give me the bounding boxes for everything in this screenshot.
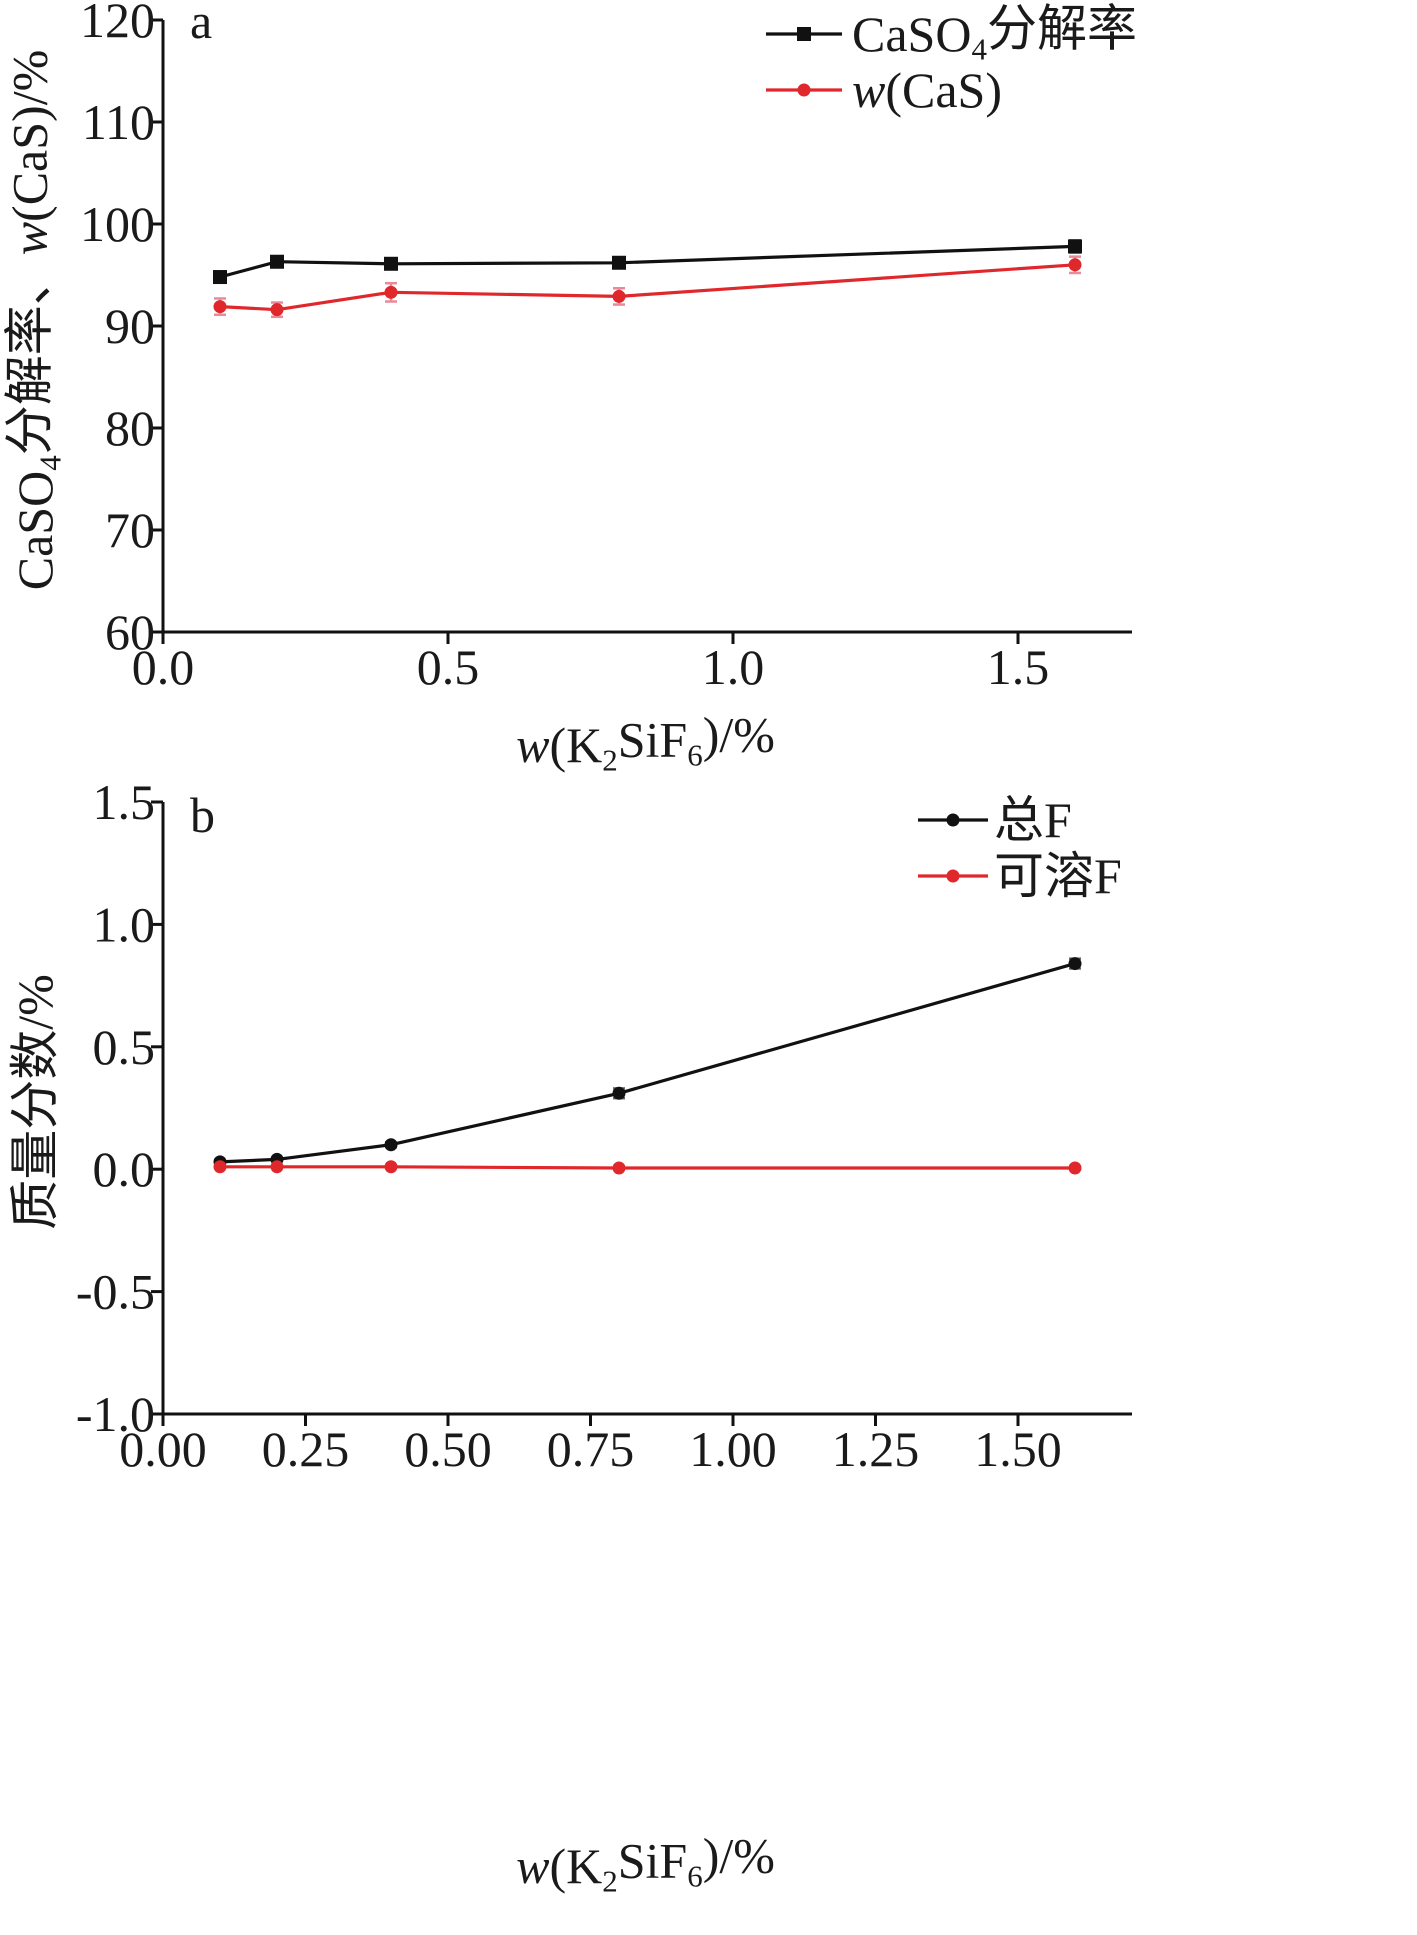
legend-swatch-marker <box>797 83 811 97</box>
y-tick-label: 120 <box>80 0 155 48</box>
y-tick-label: 60 <box>105 604 155 660</box>
text-span: 质量分数/% <box>7 974 63 1230</box>
y-tick-label: 80 <box>105 400 155 456</box>
data-point <box>213 270 227 285</box>
data-point <box>384 285 398 299</box>
text-span: (K <box>549 1838 602 1894</box>
data-point <box>612 289 626 303</box>
series-0: 总F <box>213 792 1082 1169</box>
x-tick-label: 0.50 <box>404 1421 492 1477</box>
series-line <box>219 962 1076 1164</box>
series-0: CaSO4分解率 <box>213 1 1137 285</box>
legend-label: w(CaS) <box>852 62 1002 118</box>
y-tick-label: 0.5 <box>93 1019 156 1075</box>
series-line <box>220 1165 1075 1170</box>
text-span: w <box>852 62 885 118</box>
x-tick-label: 0.25 <box>262 1421 350 1477</box>
data-point <box>1068 239 1082 254</box>
x-tick-label: 1.0 <box>702 639 765 695</box>
text-span: 总F <box>994 792 1072 848</box>
text-span: 4 <box>971 32 987 67</box>
panel-label: b <box>190 787 215 843</box>
legend-label: 可溶F <box>994 848 1122 904</box>
text-span: 分解率、 <box>2 255 58 455</box>
text-span: CaSO <box>852 6 971 62</box>
x-tick-label: 1.25 <box>832 1421 920 1477</box>
data-point <box>213 1160 227 1174</box>
y-tick-label: 1.5 <box>93 774 156 830</box>
text-span: )/% <box>703 1827 775 1883</box>
series-1: w(CaS) <box>213 62 1082 319</box>
text-span: w <box>516 1838 549 1894</box>
y-tick-label: -0.5 <box>76 1264 155 1320</box>
legend-swatch-marker <box>946 813 960 827</box>
series-line <box>219 263 1076 312</box>
text-span: (K <box>549 717 602 773</box>
legend-swatch-marker <box>797 27 811 41</box>
text-span: 分解率 <box>987 1 1137 57</box>
data-point <box>384 1160 398 1174</box>
text-span: SiF <box>618 1833 688 1889</box>
y-tick-label: 0.0 <box>93 1141 156 1197</box>
series-1: 可溶F <box>213 848 1122 1175</box>
data-point <box>384 1138 398 1152</box>
data-point <box>612 255 626 270</box>
data-point <box>1068 1161 1082 1175</box>
x-axis-title: w(K2SiF6)/% <box>516 706 775 777</box>
data-point <box>213 300 227 314</box>
data-point <box>270 303 284 317</box>
text-span: 6 <box>687 1858 703 1893</box>
text-span: 2 <box>602 1864 618 1899</box>
text-span: (CaS)/% <box>2 50 58 222</box>
x-tick-label: 0.75 <box>547 1421 635 1477</box>
y-tick-label: 70 <box>105 502 155 558</box>
text-span: CaSO <box>7 471 63 590</box>
legend-label: CaSO4分解率 <box>852 1 1137 67</box>
chart-panel-b: -1.0 -0.5 0.0 0.5 1.0 1.5 0.00 0.25 0.50 0.75 1.00… <box>7 774 1132 1899</box>
x-tick-label: 0.5 <box>417 639 480 695</box>
text-span: 可溶F <box>994 848 1122 904</box>
y-tick-label: 100 <box>80 196 155 252</box>
data-point <box>1068 258 1082 272</box>
x-tick-label: 0.00 <box>119 1421 207 1477</box>
x-tick-label: 0.0 <box>132 639 195 695</box>
legend-swatch-marker <box>946 869 960 883</box>
y-tick-label: 110 <box>82 94 155 150</box>
data-point <box>612 1086 626 1100</box>
x-tick-label: 1.5 <box>987 639 1050 695</box>
y-tick-label: 1.0 <box>93 896 156 952</box>
x-tick-label: 1.50 <box>974 1421 1062 1477</box>
text-span: SiF <box>618 712 688 768</box>
data-point <box>270 254 284 269</box>
text-span: 6 <box>687 737 703 772</box>
data-point <box>270 1160 284 1174</box>
legend-label: 总F <box>994 792 1072 848</box>
x-tick-label: 1.00 <box>689 1421 777 1477</box>
data-point <box>384 256 398 271</box>
text-span: (CaS) <box>885 62 1002 118</box>
text-span: 2 <box>602 743 618 778</box>
data-point <box>1068 957 1082 971</box>
y-axis-title: 质量分数/% <box>7 974 63 1230</box>
y-axis-title: CaSO4分解率、w(CaS)/% <box>2 50 68 591</box>
text-span: w <box>2 222 58 255</box>
text-span: w <box>516 717 549 773</box>
x-axis-title: w(K2SiF6)/% <box>516 1827 775 1898</box>
text-span: 4 <box>33 455 68 471</box>
text-span: )/% <box>703 706 775 762</box>
data-point <box>612 1161 626 1175</box>
y-tick-label: 90 <box>105 298 155 354</box>
panel-label: a <box>190 0 212 49</box>
y-tick-label: -1.0 <box>76 1386 155 1442</box>
